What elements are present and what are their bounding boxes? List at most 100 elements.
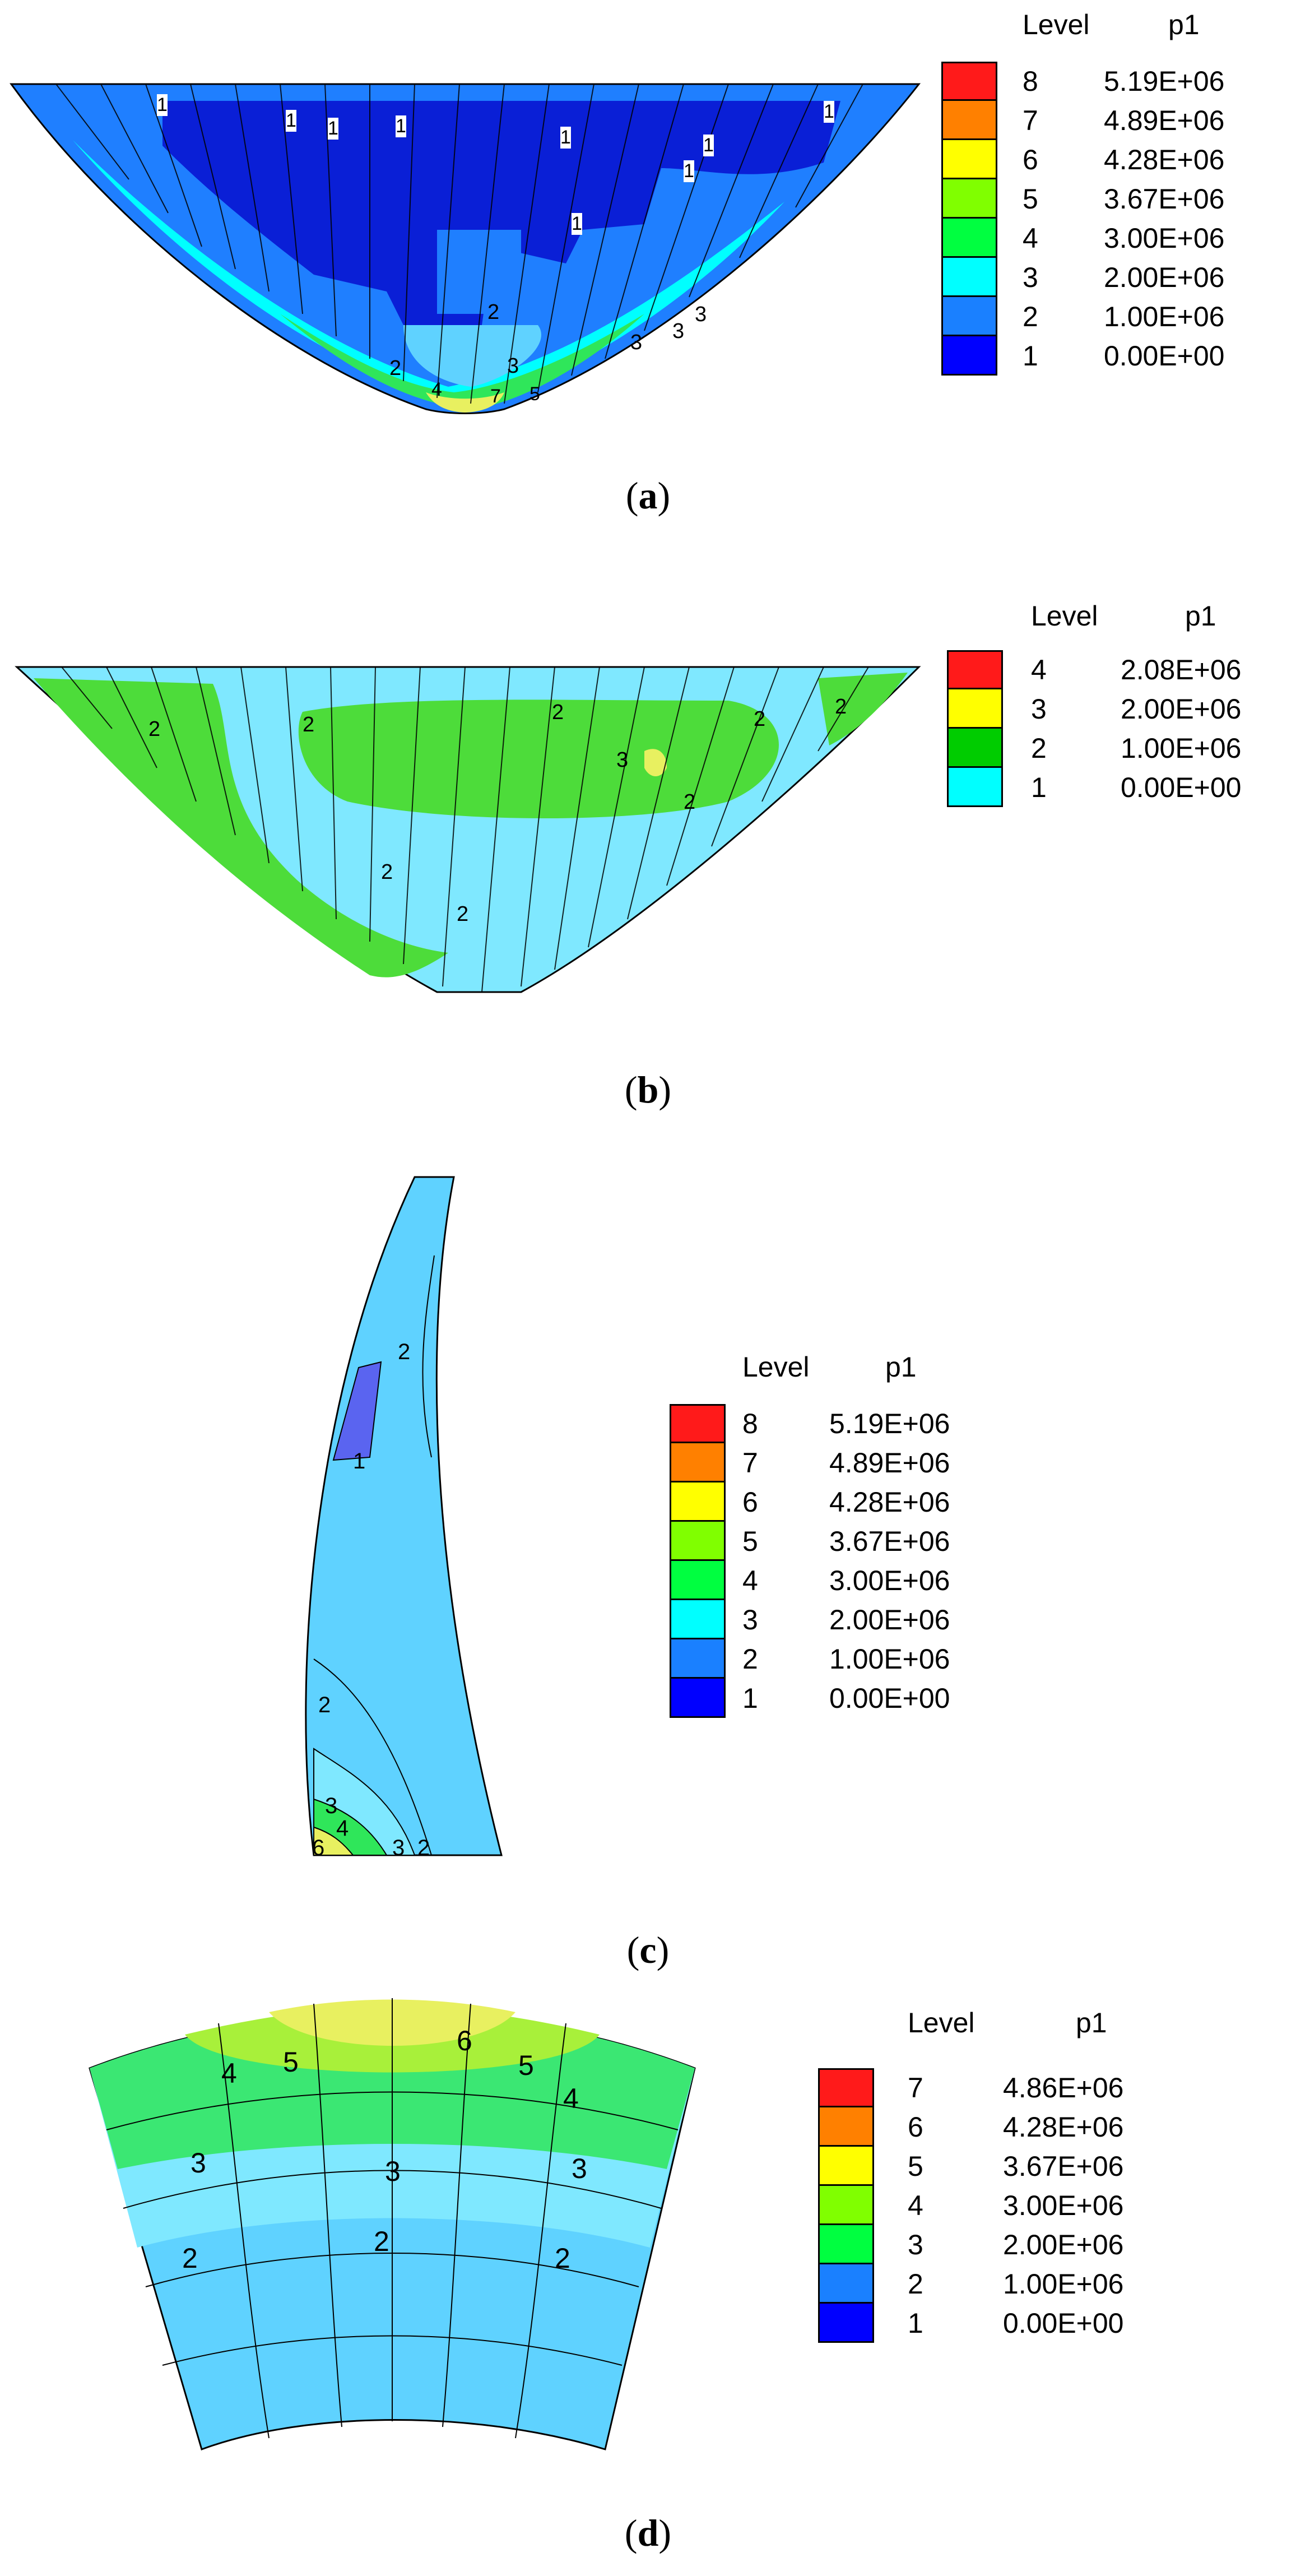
legend-level: 5 [742,1526,758,1557]
contour-label: 2 [684,790,696,814]
legend-value: 1.00E+06 [829,1643,950,1675]
contour-label: 4 [336,1816,349,1841]
contour-label: 3 [325,1794,338,1818]
panel-c: 2 1 2 3 4 6 3 2 Level p1 8 5.19E+06 7 4.89E… [0,1166,1296,1971]
legend-value: 1.00E+06 [1003,2268,1124,2300]
contour-plot-a [10,83,921,414]
contour-label: 2 [457,902,469,926]
region-level-2 [298,699,779,818]
legend-swatch [818,2225,874,2264]
mesh-lines [55,84,863,404]
contour-label: 2 [417,1836,430,1860]
legend-swatch [670,1404,726,1443]
legend-value: 1.00E+06 [1104,301,1225,332]
legend-level-header: Level [908,2007,975,2038]
contour-label: 1 [703,135,714,156]
legend-level: 3 [908,2229,923,2260]
region-level-3 [644,749,667,776]
legend-swatch [670,1443,726,1482]
contour-label: 2 [389,356,402,380]
legend-swatch [941,62,997,101]
legend-swatch [941,297,997,336]
legend-level: 3 [742,1604,758,1636]
contour-lines [313,1255,435,1856]
legend-level: 4 [1023,223,1038,254]
legend-level: 3 [1023,262,1038,293]
contour-label: 2 [398,1340,411,1364]
legend-value: 0.00E+00 [829,1683,950,1714]
legend-level: 8 [1023,66,1038,97]
contour-label: 7 [490,386,501,407]
contour-label: 2 [381,860,393,884]
legend-swatch [670,1600,726,1639]
legend-value: 5.19E+06 [829,1408,950,1439]
legend-swatch [670,1522,726,1561]
contour-label: 1 [560,127,571,149]
legend-swatch [818,2147,874,2186]
contour-label: 1 [353,1449,366,1474]
legend-swatch [818,2264,874,2304]
legend-level: 6 [908,2111,923,2143]
contour-label: 3 [385,2156,401,2187]
legend-level: 1 [742,1683,758,1714]
contour-label: 5 [529,383,540,405]
contour-label: 6 [457,2025,472,2056]
legend-swatch [670,1679,726,1718]
contour-label: 3 [616,748,629,772]
legend-b: Level p1 4 2.08E+06 3 2.00E+06 2 1.00E+06 1 0.0… [947,600,1261,835]
contour-plot-d [89,1998,696,2450]
contour-label: 2 [487,300,500,324]
legend-level: 4 [742,1565,758,1596]
contour-label: 2 [374,2226,389,2257]
legend-value: 4.89E+06 [829,1447,950,1479]
legend-value: 2.00E+06 [1003,2229,1124,2260]
legend-variable-header: p1 [1168,9,1200,40]
legend-swatch [947,729,1003,768]
caption-b: (b) [624,1068,672,1111]
region-level-3b [403,325,541,387]
legend-value: 4.28E+06 [1003,2111,1124,2143]
contour-label: 6 [312,1836,325,1860]
contour-label: 1 [824,101,834,123]
legend-level: 1 [908,2308,923,2339]
legend-level: 5 [1023,183,1038,215]
contour-label: 2 [754,707,766,731]
legend-level-header: Level [1023,9,1090,40]
legend-value: 4.28E+06 [829,1486,950,1518]
legend-swatch [941,258,997,297]
legend-level: 6 [742,1486,758,1518]
contour-label: 2 [552,701,564,724]
legend-swatch [941,179,997,219]
legend-level: 8 [742,1408,758,1439]
caption-letter: b [637,1068,659,1111]
legend-value: 0.00E+00 [1003,2308,1124,2339]
legend-level: 4 [1031,654,1047,685]
contour-label: 5 [283,2046,299,2078]
legend-value: 4.28E+06 [1104,144,1225,175]
legend-level: 2 [742,1643,758,1675]
region-level-1 [162,101,840,325]
legend-value: 0.00E+00 [1104,340,1225,372]
panel-d: 6 5 4 5 4 3 3 3 2 2 2 Level p1 7 4.86E+06… [0,1984,1296,2576]
region-level-6 [426,392,504,413]
legend-d: Level p1 7 4.86E+06 6 4.28E+06 5 3.67E+06 4 3.0… [818,2007,1210,2354]
legend-swatch [818,2107,874,2147]
legend-level: 2 [1031,733,1047,764]
legend-value: 4.89E+06 [1104,105,1225,136]
legend-swatch [941,101,997,140]
contour-label: 2 [303,713,315,736]
legend-swatch [670,1561,726,1600]
caption-letter: d [637,2512,659,2554]
legend-value: 2.00E+06 [829,1604,950,1636]
contour-label: 4 [221,2058,237,2089]
contour-label: 1 [328,118,338,140]
contour-label: 3 [695,303,707,326]
contour-label: 3 [507,354,519,378]
contour-label: 3 [630,331,643,354]
legend-value: 2.00E+06 [1104,262,1225,293]
legend-variable-header: p1 [1076,2007,1107,2038]
legend-level: 1 [1031,772,1047,803]
legend-level-header: Level [742,1351,810,1383]
contour-label: 1 [396,115,406,137]
contour-label: 2 [182,2243,198,2274]
